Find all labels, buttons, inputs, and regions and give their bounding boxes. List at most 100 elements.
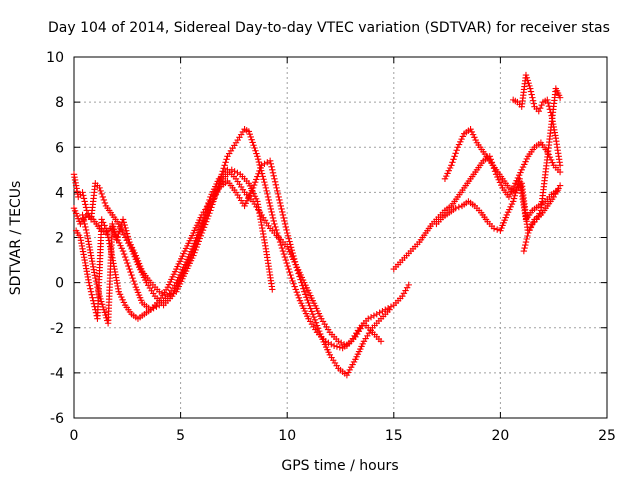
data-point bbox=[441, 175, 449, 183]
data-point bbox=[262, 184, 270, 192]
data-point bbox=[278, 244, 286, 252]
data-point bbox=[131, 280, 138, 288]
data-point bbox=[127, 268, 134, 276]
data-point bbox=[527, 88, 535, 95]
data-point bbox=[455, 203, 463, 211]
data-point bbox=[544, 99, 552, 107]
data-point bbox=[526, 82, 533, 90]
data-point bbox=[275, 193, 282, 201]
y-tick-label: 2 bbox=[55, 231, 64, 247]
data-point bbox=[443, 172, 450, 180]
data-point bbox=[95, 289, 103, 297]
data-point bbox=[197, 223, 205, 230]
chart-title: Day 104 of 2014, Sidereal Day-to-day VTE… bbox=[48, 20, 610, 36]
data-point bbox=[99, 303, 107, 311]
data-point bbox=[271, 220, 278, 228]
data-point bbox=[517, 169, 524, 176]
data-point bbox=[100, 306, 108, 313]
data-point bbox=[263, 187, 270, 195]
data-point bbox=[300, 285, 307, 292]
data-point bbox=[449, 159, 456, 166]
y-tick-labels: -6 -4 -2 0 2 4 6 8 10 bbox=[46, 50, 64, 427]
data-point bbox=[129, 274, 136, 282]
data-point bbox=[528, 91, 535, 98]
data-point bbox=[325, 339, 332, 346]
data-point bbox=[307, 305, 314, 312]
y-tick-label: -6 bbox=[50, 411, 64, 427]
data-point bbox=[454, 144, 461, 151]
data-point bbox=[123, 227, 130, 234]
data-point bbox=[281, 253, 289, 261]
data-point bbox=[509, 198, 517, 205]
data-point bbox=[312, 319, 320, 326]
data-point bbox=[254, 153, 261, 160]
data-point bbox=[529, 94, 536, 101]
data-point bbox=[522, 158, 529, 165]
data-point bbox=[283, 226, 290, 234]
data-point bbox=[377, 338, 385, 345]
data-point bbox=[317, 330, 324, 338]
data-point bbox=[286, 238, 293, 245]
data-point bbox=[503, 211, 510, 219]
x-tick-labels: 0 5 10 15 20 25 bbox=[70, 428, 616, 444]
data-point bbox=[311, 316, 319, 324]
data-point bbox=[147, 306, 154, 313]
data-point bbox=[266, 199, 273, 207]
data-point bbox=[115, 288, 122, 295]
data-point bbox=[99, 219, 107, 226]
data-point bbox=[119, 247, 127, 255]
data-point bbox=[87, 285, 94, 292]
data-point bbox=[379, 308, 386, 315]
data-point bbox=[518, 166, 525, 174]
data-point bbox=[386, 306, 393, 313]
data-point bbox=[281, 217, 288, 225]
data-point bbox=[116, 291, 124, 298]
data-point bbox=[79, 189, 86, 196]
x-tick-label: 25 bbox=[598, 428, 616, 444]
data-point bbox=[538, 101, 545, 109]
data-point bbox=[99, 193, 106, 201]
data-point bbox=[191, 240, 198, 247]
series-track-4 bbox=[79, 166, 385, 349]
data-point bbox=[82, 204, 90, 211]
data-point bbox=[309, 311, 316, 318]
data-point bbox=[221, 162, 228, 169]
data-point bbox=[86, 282, 93, 289]
data-point bbox=[533, 216, 540, 223]
data-point bbox=[556, 162, 564, 169]
data-point bbox=[192, 237, 199, 245]
data-point bbox=[284, 262, 291, 270]
data-point bbox=[249, 139, 256, 146]
data-point bbox=[270, 217, 277, 225]
data-point bbox=[444, 170, 451, 177]
data-point bbox=[305, 299, 312, 307]
data-point bbox=[85, 279, 93, 286]
data-point bbox=[115, 239, 123, 247]
data-point bbox=[80, 214, 87, 222]
y-tick-label: 0 bbox=[55, 276, 64, 292]
data-point bbox=[264, 159, 271, 166]
data-point bbox=[249, 184, 257, 192]
data-point bbox=[490, 225, 498, 232]
data-point bbox=[98, 190, 105, 198]
data-point bbox=[101, 309, 108, 316]
x-tick-label: 10 bbox=[278, 428, 296, 444]
data-point bbox=[120, 219, 128, 226]
data-point bbox=[252, 147, 259, 154]
data-point bbox=[97, 295, 104, 303]
data-point bbox=[494, 226, 501, 233]
data-point bbox=[119, 296, 126, 303]
data-point bbox=[253, 150, 260, 157]
data-point bbox=[268, 208, 275, 216]
data-point bbox=[280, 214, 287, 222]
data-point bbox=[535, 107, 542, 115]
data-point bbox=[119, 228, 126, 236]
data-point bbox=[510, 195, 518, 202]
data-point bbox=[279, 208, 286, 216]
data-point bbox=[120, 250, 128, 258]
data-point bbox=[293, 289, 300, 296]
data-point bbox=[80, 195, 88, 202]
data-point bbox=[96, 184, 103, 192]
data-point bbox=[376, 309, 383, 316]
data-point bbox=[205, 199, 212, 207]
